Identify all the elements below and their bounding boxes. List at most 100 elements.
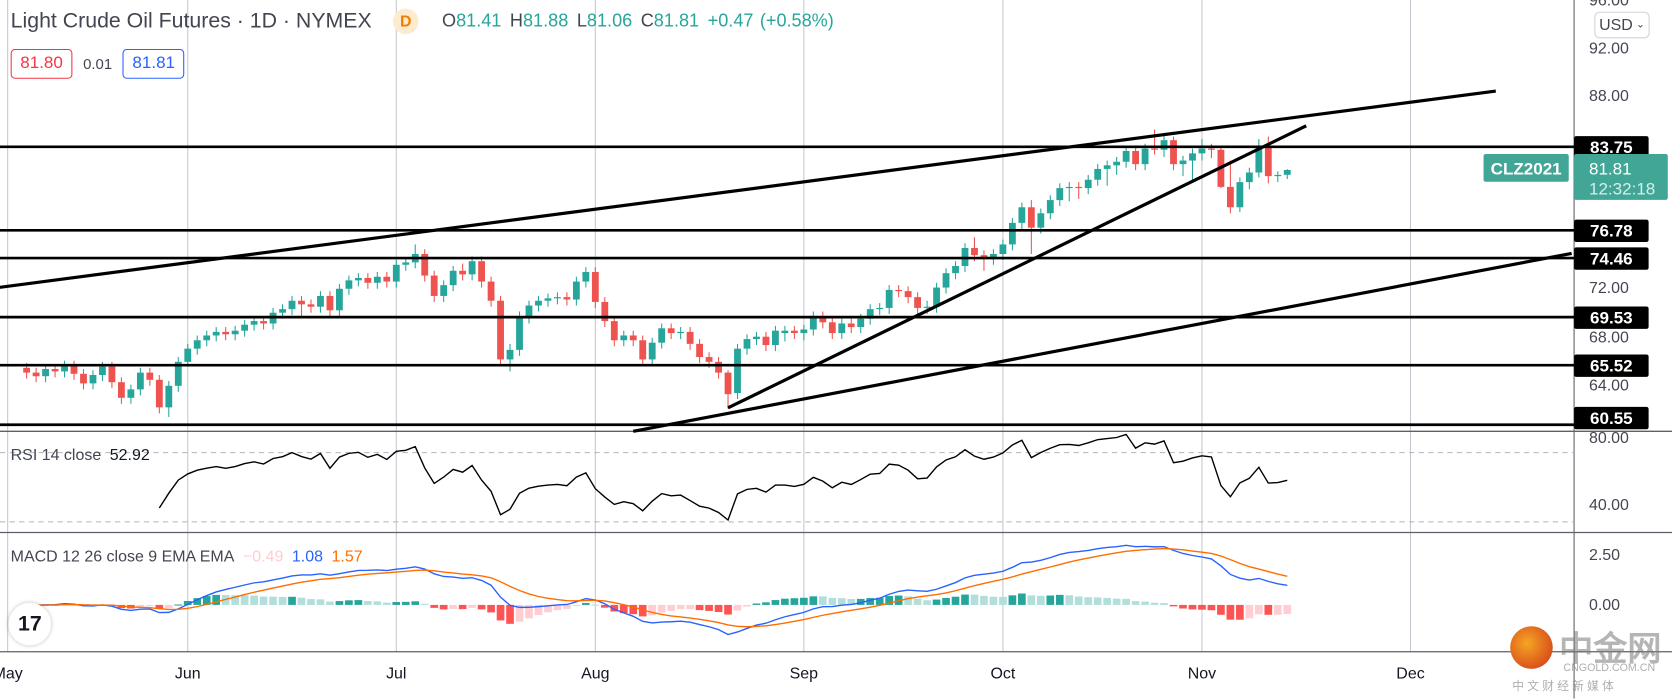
countdown-timer: 12:32:18 bbox=[1589, 180, 1655, 199]
candle-body bbox=[1065, 186, 1073, 189]
candle-body bbox=[847, 323, 855, 328]
macd-hist-bar bbox=[743, 604, 751, 607]
candle-body bbox=[1008, 222, 1016, 245]
price-axis-tick: 96.00 bbox=[1589, 0, 1629, 9]
macd-hist-bar bbox=[676, 604, 685, 610]
bid-ask-panel: 81.80 0.01 81.81 bbox=[10, 48, 185, 79]
price-axis-tick: 68.00 bbox=[1589, 330, 1629, 347]
macd-hist-bar bbox=[439, 604, 448, 610]
close-value: 81.81 bbox=[653, 10, 700, 31]
macd-hist-bar bbox=[174, 604, 183, 606]
candle-body bbox=[933, 287, 940, 307]
candle-body bbox=[1245, 172, 1253, 183]
candle-body bbox=[914, 297, 922, 308]
macd-hist-bar bbox=[1008, 595, 1017, 605]
macd-hist-bar bbox=[335, 601, 344, 605]
macd-legend[interactable]: MACD 12 26 close 9 EMA EMA −0.49 1.08 1.57 bbox=[11, 547, 363, 565]
candle-body bbox=[1084, 179, 1092, 189]
macd-hist-bar bbox=[989, 596, 998, 605]
candle-body bbox=[620, 335, 628, 341]
candle-body bbox=[1255, 146, 1263, 173]
candle-body bbox=[1198, 148, 1206, 154]
interval-badge[interactable]: D bbox=[392, 8, 419, 35]
macd-hist-bar bbox=[1141, 601, 1149, 605]
rsi-line bbox=[158, 433, 1288, 522]
macd-hist-bar bbox=[885, 596, 894, 605]
candle-body bbox=[819, 316, 827, 323]
macd-hist-bar bbox=[866, 598, 875, 605]
candle-body bbox=[317, 295, 324, 307]
candle-body bbox=[32, 372, 40, 377]
candle-body bbox=[288, 300, 296, 310]
tradingview-logo[interactable]: 17 bbox=[8, 602, 52, 646]
candle-body bbox=[108, 366, 116, 383]
candle-body bbox=[1027, 207, 1035, 228]
macd-signal-line bbox=[26, 547, 1288, 628]
macd-hist-bar bbox=[724, 604, 732, 615]
macd-hist-bar bbox=[1150, 602, 1159, 605]
macd-hist-bar bbox=[686, 604, 694, 610]
macd-hist-bar bbox=[136, 604, 145, 607]
candle-body bbox=[80, 373, 87, 384]
time-axis-label: Nov bbox=[1188, 665, 1216, 682]
candle-body bbox=[734, 348, 741, 393]
candle-body bbox=[629, 335, 637, 341]
rsi-value: 52.92 bbox=[109, 446, 150, 465]
open-label: O bbox=[441, 10, 457, 31]
macd-hist-bar bbox=[420, 603, 429, 605]
macd-hist-bar bbox=[553, 604, 562, 611]
candle-body bbox=[127, 389, 135, 398]
macd-hist-bar bbox=[496, 604, 505, 621]
buy-button[interactable]: 81.81 bbox=[122, 48, 185, 79]
currency-dropdown[interactable]: USD ⌄ bbox=[1594, 11, 1650, 39]
candle-body bbox=[790, 330, 798, 334]
macd-hist-bar bbox=[515, 604, 524, 622]
macd-axis-tick: 0.00 bbox=[1589, 597, 1620, 614]
macd-hist-bar bbox=[1188, 604, 1197, 610]
symbol-title[interactable]: Light Crude Oil Futures · 1D · NYMEX bbox=[10, 9, 372, 33]
macd-hist-bar bbox=[401, 601, 410, 605]
candle-body bbox=[440, 285, 448, 296]
sell-button[interactable]: 81.80 bbox=[10, 48, 73, 79]
time-axis-label: Jun bbox=[175, 665, 201, 682]
macd-hist-bar bbox=[231, 595, 239, 605]
macd-hist-bar bbox=[923, 600, 931, 605]
candle-body bbox=[582, 271, 590, 282]
candle-body bbox=[516, 317, 523, 350]
macd-hist-bar bbox=[1122, 598, 1130, 605]
candle-body bbox=[648, 342, 656, 360]
macd-hist-bar bbox=[667, 604, 675, 611]
price-level-label-bg bbox=[1574, 354, 1649, 377]
macd-hist-bar bbox=[1236, 604, 1244, 620]
macd-hist-bar bbox=[345, 600, 353, 605]
macd-hist-bar bbox=[648, 604, 657, 616]
price-level-label: 76.78 bbox=[1590, 222, 1633, 241]
macd-hist-bar bbox=[212, 594, 221, 605]
time-axis-label: Sep bbox=[790, 665, 819, 682]
candle-body bbox=[1179, 160, 1187, 165]
candle-body bbox=[1018, 207, 1026, 223]
macd-hist-bar bbox=[240, 595, 249, 605]
candle-body bbox=[857, 318, 865, 328]
candle-body bbox=[89, 375, 97, 384]
macd-label: MACD 12 26 close 9 EMA EMA bbox=[10, 547, 235, 566]
macd-hist-bar bbox=[610, 604, 619, 612]
price-level-label-bg bbox=[1574, 306, 1649, 329]
rsi-legend[interactable]: RSI 14 close 52.92 bbox=[11, 446, 150, 464]
candle-body bbox=[184, 348, 192, 362]
macd-hist-bar bbox=[1283, 604, 1292, 614]
cngold-watermark: 中金网 CNGOLD.COM.CN 中 文 财 经 新 媒 体 bbox=[1510, 622, 1670, 699]
candle-body bbox=[743, 339, 751, 349]
candle-body bbox=[610, 321, 618, 341]
candle-body bbox=[952, 265, 959, 274]
macd-hist-bar bbox=[506, 604, 514, 624]
macd-hist-bar bbox=[164, 604, 173, 608]
symbol-label: CLZ2021 bbox=[1491, 159, 1562, 178]
trendline bbox=[727, 124, 1307, 410]
time-axis-label: Jul bbox=[386, 665, 406, 682]
candle-body bbox=[1189, 153, 1196, 161]
macd-hist-bar bbox=[752, 603, 761, 605]
macd-hist-bar bbox=[1093, 597, 1102, 605]
trendline bbox=[632, 251, 1572, 433]
